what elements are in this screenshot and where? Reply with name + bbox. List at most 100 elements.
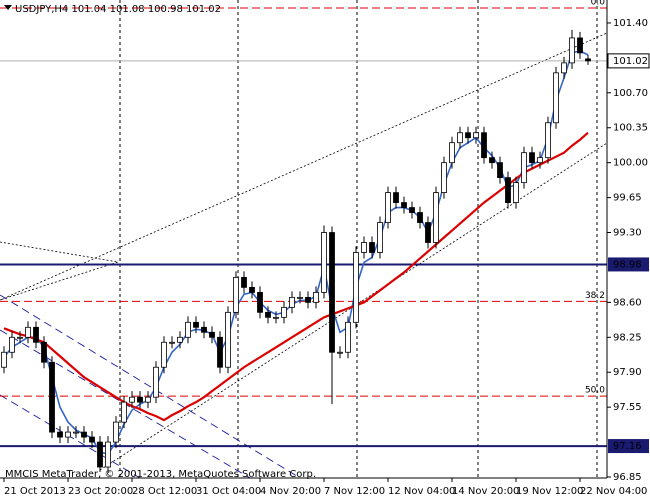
candle-body <box>137 396 143 403</box>
candle-body <box>457 132 463 144</box>
x-tick-label: 7 Nov 12:00 <box>324 486 385 497</box>
candle-body <box>129 396 135 403</box>
candle-body <box>489 157 495 164</box>
candle-body <box>273 316 279 319</box>
candle-body <box>441 162 447 193</box>
candle-body <box>209 331 215 338</box>
candle-body <box>65 431 71 438</box>
candle-body <box>57 431 63 438</box>
candle-body <box>577 37 583 54</box>
candle-body <box>153 366 159 398</box>
candle-body <box>257 291 263 313</box>
period-separators <box>119 0 598 478</box>
candle-body <box>105 441 111 468</box>
candle-body <box>417 212 423 223</box>
y-tick-label: 99.30 <box>613 228 642 239</box>
candle-body <box>481 132 487 159</box>
candle-body <box>49 361 55 433</box>
candle-body <box>9 336 15 353</box>
candle-body <box>561 62 567 74</box>
candle-body <box>369 242 375 253</box>
candle-body <box>529 152 535 164</box>
candle-body <box>25 326 31 338</box>
candle-body <box>97 441 103 468</box>
y-tick-label: 98.25 <box>613 332 642 343</box>
candle-body <box>73 431 79 434</box>
candle-body <box>161 341 167 368</box>
fibo-label: 38.2 <box>585 291 605 301</box>
candle-body <box>569 37 575 64</box>
candle-body <box>393 192 399 203</box>
chart-title: USDJPY,H4 101.04 101.08 100.98 101.02 <box>15 4 221 15</box>
x-tick-label: 14 Nov 20:00 <box>452 486 519 497</box>
candle-body <box>473 132 479 139</box>
candle-body <box>385 192 391 223</box>
price-label-box <box>607 53 650 69</box>
candle-body <box>465 132 471 139</box>
channel-line <box>0 32 608 301</box>
candle-body <box>337 351 343 354</box>
candle-body <box>537 157 543 164</box>
watermark: MMCIS MetaTrader, © 2001-2013, MetaQuote… <box>5 469 316 480</box>
x-tick-label: 28 Oct 12:00 <box>132 486 197 497</box>
candle-body <box>193 321 199 328</box>
x-tick-label: 4 Nov 20:00 <box>260 486 321 497</box>
candle-body <box>585 58 591 62</box>
y-tick-label: 100.00 <box>613 158 648 169</box>
candle-body <box>233 277 239 313</box>
candle-body <box>241 277 247 288</box>
candle-body <box>329 232 335 353</box>
candle-body <box>41 341 47 363</box>
candle-body <box>185 321 191 338</box>
y-tick-label: 97.90 <box>613 367 642 378</box>
candle-body <box>81 431 87 438</box>
candle-body <box>89 436 95 443</box>
y-tick-label: 100.70 <box>613 88 648 99</box>
candle-body <box>281 306 287 318</box>
candle-body <box>513 182 519 203</box>
y-tick-label: 98.60 <box>613 297 642 308</box>
candle-body <box>433 192 439 243</box>
y-tick-label: 97.55 <box>613 402 642 413</box>
candle-body <box>17 336 23 339</box>
candle-body <box>265 311 271 318</box>
fibo-label: 0.0 <box>591 0 606 7</box>
candle-body <box>1 351 7 368</box>
candle-body <box>345 321 351 353</box>
candle-body <box>169 341 175 344</box>
plot <box>0 7 607 474</box>
menu-triangle[interactable] <box>4 5 12 10</box>
y-tick-label: 100.35 <box>613 123 648 134</box>
candle-body <box>361 242 367 253</box>
hline-label: 98.98 <box>613 259 642 270</box>
candle-body <box>521 152 527 184</box>
x-tick-label: 22 Nov 04:00 <box>580 486 647 497</box>
y-tick-label: 96.85 <box>613 472 642 483</box>
candle-body <box>217 336 223 368</box>
candle-body <box>553 72 559 124</box>
candle-body <box>297 296 303 299</box>
candle-body <box>113 421 119 443</box>
candle-body <box>177 336 183 343</box>
candle-body <box>425 222 431 243</box>
candle-body <box>33 326 39 343</box>
current-price-label: 101.02 <box>613 56 648 67</box>
candle-body <box>401 202 407 208</box>
candle-body <box>201 326 207 333</box>
candle-body <box>449 142 455 164</box>
hline-label: 97.16 <box>613 441 642 452</box>
x-tick-label: 12 Nov 04:00 <box>388 486 455 497</box>
candle-body <box>505 177 511 203</box>
x-tick-label: 19 Nov 12:00 <box>516 486 583 497</box>
candle-body <box>313 291 319 303</box>
y-tick-label: 99.65 <box>613 193 642 204</box>
y-tick-label: 101.40 <box>613 18 648 29</box>
moving-average <box>3 131 589 422</box>
candle-body <box>305 296 311 303</box>
candle-body <box>121 401 127 423</box>
price-label-box <box>608 439 649 454</box>
price-label-box <box>608 257 649 272</box>
x-tick-label: 21 Oct 2013 <box>4 486 66 497</box>
candle-body <box>249 286 255 293</box>
